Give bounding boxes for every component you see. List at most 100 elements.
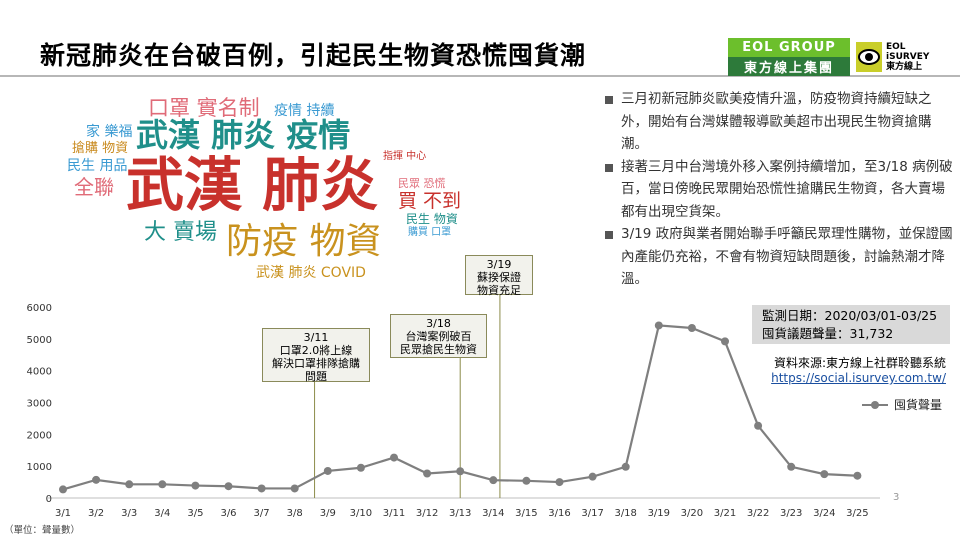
cloud-word: 武漢 肺炎 COVID [256, 265, 366, 281]
x-tick-label: 3/17 [581, 508, 603, 519]
annotation-line-text: 蘇揆保證 [477, 271, 521, 284]
data-point [257, 484, 266, 493]
bullet-item: 3/19 政府與業者開始聯手呼籲民眾理性購物，並保證國內產能仍充裕，不會有物資短… [604, 223, 956, 291]
legend-marker-icon [862, 400, 888, 409]
data-point [125, 480, 134, 489]
x-tick-label: 3/14 [482, 508, 504, 519]
monitoring-period: 監測日期：2020/03/01-03/25 [762, 308, 938, 323]
x-tick-label: 3/13 [449, 508, 471, 519]
annotation-line-text: 解決口罩排隊搶購 [272, 357, 360, 370]
x-tick-label: 3/11 [383, 508, 405, 519]
y-tick-label: 2000 [27, 430, 52, 441]
x-tick-label: 3/20 [681, 508, 703, 519]
x-tick-label: 3/24 [813, 508, 835, 519]
x-tick-label: 3/9 [320, 508, 336, 519]
data-point [522, 476, 531, 485]
cloud-word: 武漢 肺炎 [126, 151, 379, 219]
data-point [92, 475, 101, 484]
annotation-line-text: 3/19 [486, 258, 512, 271]
data-point [323, 466, 332, 475]
annotation-line-text: 3/18 [426, 317, 451, 330]
data-point [621, 462, 630, 471]
source-label: 資料來源:東方線上社群聆聽系統 [773, 356, 946, 370]
data-point [654, 321, 663, 330]
annotation-line-text: 3/11 [303, 331, 329, 344]
data-point [456, 467, 465, 476]
cloud-word: 大 賣場 [144, 220, 217, 245]
x-tick-label: 3/1 [55, 508, 71, 519]
annotation-callout: 3/11 口罩2.0將上線 解決口罩排隊搶購 問題 [262, 328, 370, 383]
y-tick-label: 5000 [27, 335, 52, 346]
y-tick-label: 3000 [27, 399, 52, 410]
annotation-line-text: 口罩2.0將上線 [279, 344, 353, 357]
data-point [191, 481, 200, 490]
annotation-callout: 3/19 蘇揆保證 物資充足 [465, 255, 533, 297]
isurvey-line2: iSURVEY [886, 52, 930, 62]
data-source: 資料來源:東方線上社群聆聽系統 https://social.isurvey.c… [771, 356, 946, 386]
data-point [224, 482, 233, 491]
page-title: 新冠肺炎在台破百例，引起民生物資恐慌囤貨潮 [40, 41, 587, 70]
x-tick-label: 3/22 [747, 508, 769, 519]
data-point [787, 462, 796, 471]
eol-logo-top: EOL GROUP [728, 38, 850, 57]
x-tick-label: 3/2 [88, 508, 104, 519]
x-tick-label: 3/23 [780, 508, 802, 519]
annotation-line-text: 民眾搶民生物資 [400, 343, 477, 356]
isurvey-line1: EOL [886, 42, 906, 52]
data-point [853, 471, 862, 480]
annotation-line-text: 物資充足 [477, 284, 521, 297]
eol-logo-bottom: 東方線上集團 [728, 57, 850, 76]
y-tick-label: 1000 [27, 462, 52, 473]
unit-note: （單位：聲量數） [4, 525, 81, 536]
x-tick-label: 3/16 [548, 508, 570, 519]
cloud-word: 民生 用品 [67, 158, 128, 174]
page-number: 3 [893, 492, 900, 503]
data-point [555, 478, 564, 487]
x-tick-label: 3/18 [614, 508, 636, 519]
cloud-word: 購買 口罩 [408, 227, 452, 238]
annotation-callout: 3/18 台灣案例破百 民眾搶民生物資 [390, 314, 487, 358]
cloud-word: 家 樂福 [86, 124, 133, 140]
x-tick-label: 3/4 [154, 508, 170, 519]
cloud-word: 搶購 物資 [72, 141, 129, 156]
x-tick-label: 3/10 [350, 508, 372, 519]
y-tick-label: 0 [46, 494, 52, 505]
data-point [687, 324, 696, 333]
cloud-word: 買 不到 [398, 190, 462, 212]
x-tick-label: 3/6 [220, 508, 236, 519]
cloud-word: 民眾 恐慌 [398, 177, 446, 190]
cloud-word: 指揮 中心 [383, 151, 427, 162]
data-point [356, 463, 365, 472]
x-tick-label: 3/21 [714, 508, 736, 519]
isurvey-line3: 東方線上 [886, 62, 923, 72]
cloud-word: 防疫 物資 [226, 221, 382, 262]
annotation-line-text: 台灣案例破百 [405, 330, 472, 343]
x-tick-label: 3/5 [187, 508, 203, 519]
data-point [390, 453, 398, 462]
x-tick-label: 3/7 [254, 508, 270, 519]
cloud-word: 武漢 肺炎 疫情 [136, 116, 351, 154]
bullet-item: 三月初新冠肺炎歐美疫情升溫，防疫物資持續短缺之外，開始有台灣媒體報導歐美超市出現… [604, 88, 956, 156]
data-point [754, 421, 763, 430]
legend-label: 囤貨聲量 [894, 398, 943, 412]
total-volume: 囤貨議題聲量：31,732 [762, 326, 894, 341]
monitoring-info-box: 監測日期：2020/03/01-03/25 囤貨議題聲量：31,732 [752, 305, 950, 344]
bullet-item: 接著三月中台灣境外移入案例持續增加，至3/18 病例破百，當日傍晚民眾開始恐慌性… [604, 156, 956, 224]
data-point [820, 470, 829, 479]
isurvey-logo: EOL iSURVEY 東方線上 [856, 38, 956, 76]
eol-group-logo: EOL GROUP 東方線上集團 [728, 38, 850, 76]
data-point [721, 337, 729, 346]
annotation-line-text: 問題 [305, 370, 327, 383]
x-tick-label: 3/8 [287, 508, 303, 519]
cloud-word: 民生 物資 [406, 212, 458, 226]
data-point [158, 480, 167, 489]
x-tick-label: 3/12 [416, 508, 438, 519]
title-divider [0, 75, 960, 77]
data-point [588, 472, 597, 481]
data-point [59, 485, 67, 494]
data-point [423, 469, 432, 478]
y-tick-label: 6000 [27, 303, 52, 314]
bullet-list: 三月初新冠肺炎歐美疫情升溫，防疫物資持續短缺之外，開始有台灣媒體報導歐美超市出現… [604, 88, 956, 291]
source-link[interactable]: https://social.isurvey.com.tw/ [771, 371, 946, 385]
eye-icon [856, 42, 882, 72]
